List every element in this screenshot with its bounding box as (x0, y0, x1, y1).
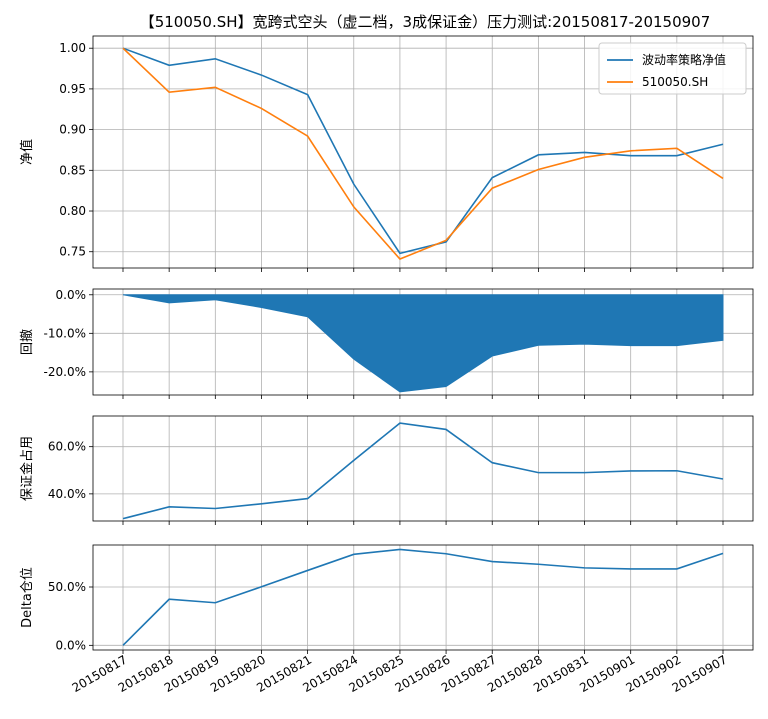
grid-margin (93, 416, 753, 521)
axes-frame (92, 544, 754, 651)
axes-frame (92, 35, 754, 269)
y-tick-label: 0.75 (59, 245, 86, 259)
y-tick-label: 50.0% (48, 580, 86, 594)
legend-box (598, 42, 747, 95)
y-axis-label: 保证金占用 (19, 436, 35, 501)
y-axis-label: 回撤 (19, 329, 35, 355)
y-tick-label: 40.0% (48, 487, 86, 501)
legend-entry: 510050.SH (642, 75, 708, 89)
chart-title: 【510050.SH】宽跨式空头（虚二档，3成保证金）压力测试:20150817… (140, 13, 711, 31)
y-tick-label: -10.0% (44, 326, 86, 340)
y-tick-label: 0.85 (59, 163, 86, 177)
panel-nav: 0.75 0.80 0.85 0.90 0.95 1.00 净值 波动率策略净值 510050.… (19, 35, 754, 272)
axes-frame (92, 288, 754, 396)
series-line-margin-0 (122, 422, 724, 520)
series-line-nav-0 (122, 47, 724, 255)
panel-margin: 40.0% 60.0% 保证金占用 (19, 415, 754, 525)
y-axis-label: 净值 (19, 139, 35, 165)
y-tick-label: 0.0% (56, 288, 87, 302)
series-line-delta-0 (122, 548, 724, 646)
y-tick-label: -20.0% (44, 365, 86, 379)
series-line-nav-1 (122, 47, 724, 260)
y-tick-label: 60.0% (48, 440, 86, 454)
y-axis-label: Delta仓位 (20, 567, 35, 628)
legend-entry: 波动率策略净值 (642, 52, 726, 67)
panel-drawdown: 0.0% -10.0% -20.0% 回撤 (19, 288, 754, 399)
y-tick-label: 0.90 (59, 123, 86, 137)
y-tick-label: 0.0% (56, 638, 87, 652)
y-tick-label: 1.00 (59, 41, 86, 55)
grid-delta (93, 545, 753, 650)
legend: 波动率策略净值 510050.SH (598, 42, 747, 95)
panel-delta: 0.0% 50.0% Delta仓位 (20, 544, 754, 654)
y-tick-label: 0.80 (59, 204, 86, 218)
axes-frame (92, 415, 754, 522)
y-tick-label: 0.95 (59, 82, 86, 96)
area-drawdown (122, 294, 724, 393)
